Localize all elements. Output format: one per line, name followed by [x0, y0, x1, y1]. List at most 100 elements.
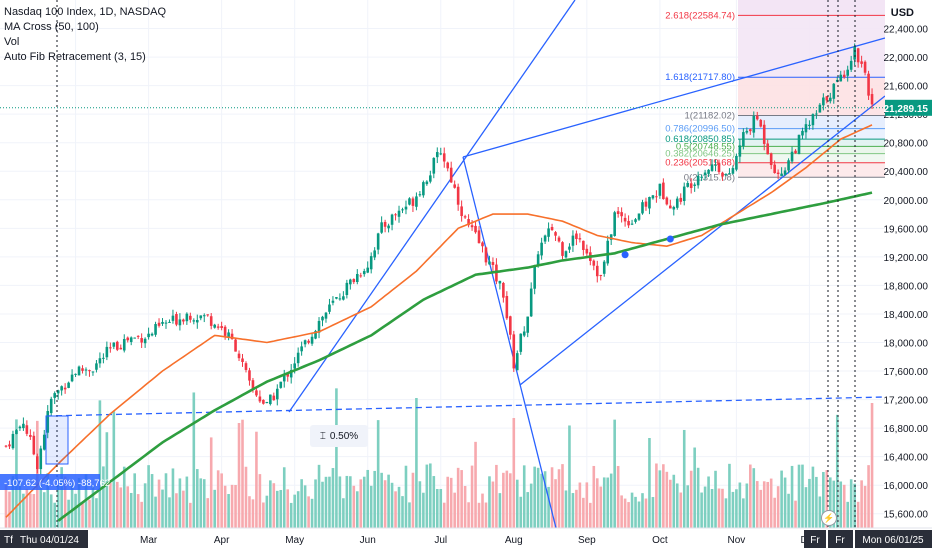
- candle-body: [143, 338, 147, 344]
- right-date-tag: [855, 530, 932, 548]
- left-date-tag: [0, 530, 88, 548]
- candle-body: [171, 315, 175, 321]
- candle-body: [422, 182, 425, 196]
- candle-body: [140, 338, 143, 343]
- candle-body: [623, 217, 627, 222]
- lightning-icon[interactable]: ⚡: [821, 510, 837, 526]
- volume-bar: [178, 478, 182, 528]
- volume-bar: [213, 489, 216, 528]
- volume-bar: [133, 473, 136, 528]
- candle-body: [331, 300, 335, 303]
- candle-body: [547, 228, 550, 237]
- candle-body: [157, 322, 161, 326]
- candle-body: [317, 320, 321, 333]
- time-axis[interactable]: FebMarAprMayJunJulAugSepOctNovDecTfThu 0…: [0, 527, 932, 550]
- volume-bar: [703, 486, 707, 528]
- volume-bar: [818, 496, 822, 528]
- volume-bar: [662, 464, 665, 528]
- measure-tool-box[interactable]: ⌶ 0.50%: [310, 425, 368, 447]
- candle-body: [735, 155, 738, 170]
- candle-body: [241, 358, 244, 363]
- candle-body: [783, 170, 787, 175]
- candle-body: [387, 225, 390, 229]
- fib-level-label: 1.618(21717.80): [665, 72, 735, 83]
- candle-body: [571, 235, 575, 246]
- volume-bar: [394, 491, 397, 528]
- candle-body: [112, 342, 116, 347]
- candle-body: [46, 411, 50, 433]
- legend-fib[interactable]: Auto Fib Retracement (3, 15): [4, 51, 146, 63]
- volume-bar: [303, 485, 307, 528]
- volume-bar: [543, 471, 547, 528]
- time-tick-label: May: [285, 535, 304, 546]
- price-axis[interactable]: 15,600.00 16,000.00 16,400.00 16,800.00 17,2…: [884, 0, 932, 550]
- volume-bar: [672, 474, 676, 528]
- volume-bar: [780, 470, 783, 528]
- volume-bar: [488, 476, 491, 528]
- candle-body: [314, 330, 317, 339]
- candle-body: [150, 333, 154, 336]
- candle-body: [126, 337, 130, 341]
- candle-body: [672, 206, 676, 210]
- volume-bar: [606, 477, 610, 528]
- volume-bar: [867, 465, 870, 528]
- volume-bar: [870, 403, 874, 528]
- candle-body: [721, 172, 724, 177]
- volume-bar: [154, 496, 157, 528]
- range-label: -107.62 (-4.05%) -88,762: [4, 478, 110, 489]
- volume-bar: [801, 464, 804, 528]
- volume-bar: [728, 463, 731, 528]
- candle-body: [310, 336, 314, 344]
- volume-bar: [738, 482, 742, 528]
- price-tick-label: 20,400.00: [884, 167, 929, 178]
- chart-legend: Nasdaq 100 Index, 1D, NASDAQ MA Cross (5…: [4, 5, 166, 65]
- candle-body: [533, 264, 536, 289]
- legend-title[interactable]: Nasdaq 100 Index, 1D, NASDAQ: [4, 6, 167, 18]
- candle-body: [557, 237, 561, 242]
- candle-body: [724, 174, 728, 176]
- price-tick-label: 16,800.00: [884, 424, 929, 435]
- volume-bar: [349, 476, 352, 528]
- volume-bar: [95, 498, 98, 528]
- candle-body: [401, 209, 404, 211]
- volume-bar: [175, 493, 178, 528]
- volume-bar: [829, 477, 832, 528]
- volume-bar: [582, 497, 585, 528]
- volume-bar: [119, 487, 123, 528]
- volume-bar: [707, 476, 710, 528]
- legend-volume[interactable]: Vol: [4, 36, 20, 48]
- candle-body: [599, 274, 603, 276]
- volume-bar: [790, 465, 794, 528]
- volume-bar: [150, 474, 154, 528]
- volume-bar: [195, 469, 199, 528]
- candle-body: [620, 212, 623, 217]
- candle-body: [49, 398, 53, 414]
- volume-bar: [324, 476, 328, 528]
- candle-body: [328, 304, 331, 312]
- candle-body: [641, 202, 644, 214]
- candle-body: [609, 234, 613, 240]
- candle-body: [512, 334, 516, 369]
- legend-ma-cross[interactable]: MA Cross (50, 100): [4, 21, 99, 33]
- currency-label[interactable]: USD: [890, 7, 914, 19]
- candle-body: [91, 371, 95, 373]
- volume-bar: [808, 478, 811, 528]
- candle-body: [655, 196, 658, 198]
- candle-body: [554, 232, 557, 236]
- candle-body: [592, 260, 596, 266]
- volume-bar: [491, 481, 495, 528]
- volume-bar: [102, 466, 105, 528]
- measure-label: 0.50%: [329, 430, 359, 442]
- candle-body: [682, 186, 686, 202]
- candle-body: [502, 282, 505, 298]
- volume-bar: [589, 502, 592, 528]
- candle-body: [689, 183, 693, 188]
- fib-level-label: 0.382(20646.25): [665, 149, 735, 160]
- candle-body: [209, 316, 213, 326]
- fib-level-label: 2.618(22584.74): [665, 10, 735, 21]
- candle-body: [70, 374, 74, 382]
- candle-body: [432, 157, 436, 174]
- volume-bar: [432, 476, 436, 528]
- volume-bar: [380, 472, 383, 528]
- candle-body: [53, 393, 56, 398]
